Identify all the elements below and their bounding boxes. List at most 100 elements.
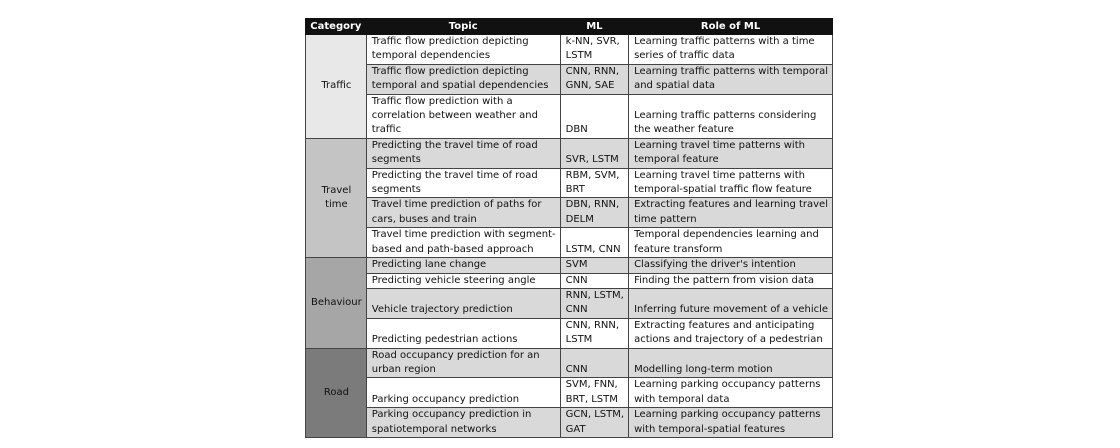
role-cell: Classifying the driver's intention <box>628 257 834 274</box>
role-cell: Finding the pattern from vision data <box>628 272 834 289</box>
header-cell: ML <box>559 18 630 35</box>
text-line: Predicting the travel time of road <box>371 169 538 181</box>
text-line: with temporal data <box>634 393 730 405</box>
text-line: GAT <box>565 423 586 435</box>
header-row: Category Topic ML Role of ML <box>305 18 834 35</box>
topic-cell: Predicting lane change <box>365 257 561 274</box>
text-line: GNN, SAE <box>565 80 615 92</box>
text-line: GCN, LSTM, <box>565 409 625 421</box>
text-line: CNN, RNN, <box>565 65 620 77</box>
text-line: CNN <box>565 363 588 375</box>
text-line: Learning travel time patterns with <box>634 139 805 151</box>
text-line: Modelling long-term motion <box>634 363 773 375</box>
text-line: SVR, LSTM <box>565 154 619 166</box>
topic-cell: Road occupancy prediction for an urban re… <box>365 347 561 379</box>
text-line: Learning travel time patterns with <box>634 169 805 181</box>
topic-cell: Parking occupancy prediction <box>365 377 561 409</box>
text-line: segments <box>371 154 421 166</box>
text-line: Learning parking occupancy patterns <box>634 379 821 391</box>
text-line: temporal and spatial dependencies <box>371 80 549 92</box>
ml-cell: CNN <box>559 347 630 379</box>
topic-cell: Parking occupancy prediction in spatiotem… <box>365 407 561 438</box>
text-line: DBN <box>565 124 588 136</box>
topic-cell: Traffic flow prediction with a correlatio… <box>365 93 561 139</box>
text-line: Learning parking occupancy patterns <box>634 409 821 421</box>
table-row: Road Road occupancy prediction for an urba… <box>305 347 834 438</box>
table-row: Travel time prediction with segment-base… <box>306 227 834 259</box>
text-line: actions and trajectory of a pedestrian <box>634 334 823 346</box>
topic-cell: Predicting vehicle steering angle <box>365 272 561 289</box>
text-line: series of traffic data <box>634 50 735 62</box>
role-cell: Inferring future movement of a vehicle <box>628 287 834 319</box>
topic-cell: Traffic flow prediction depicting tempora… <box>365 63 561 95</box>
text-line: based and path-based approach <box>371 243 534 255</box>
text-line: Travel <box>321 184 352 196</box>
text-line: SVM <box>565 259 588 271</box>
topic-cell: Travel time prediction with segment-base… <box>365 227 561 259</box>
topic-cell: Travel time prediction of paths for cars,… <box>365 197 561 229</box>
text-line: LSTM <box>565 50 593 62</box>
text-line: Parking occupancy prediction <box>371 393 520 405</box>
text-line: RBM, SVM, <box>565 169 620 181</box>
text-line: Learning traffic patterns with temporal <box>634 65 828 77</box>
text-line: Finding the pattern from vision data <box>634 274 814 286</box>
topic-cell: Predicting the travel time of road segmen… <box>365 167 561 199</box>
text-line: Traffic flow prediction with a <box>371 95 513 107</box>
ml-cell: GCN, LSTM, GAT <box>559 407 630 438</box>
ml-cell: k-NN, SVR, LSTM <box>559 34 630 65</box>
table-row: Traffic Traffic flow prediction depicting… <box>305 34 834 139</box>
category-cell: Behaviour <box>305 257 367 349</box>
ml-cell: CNN <box>559 272 630 289</box>
text-line: Traffic flow prediction depicting <box>371 36 529 47</box>
ml-cell: RNN, LSTM, CNN <box>559 287 630 319</box>
ml-cell: CNN, RNN, GNN, SAE <box>559 63 630 95</box>
text-line: and spatial data <box>634 80 716 92</box>
table-row: Behaviour Predicting lane change SVM Classi… <box>305 257 834 349</box>
document: Category Topic ML Role of ML Traffic Traffic… <box>305 18 834 438</box>
table-row: Parking occupancy prediction in spatiotem… <box>306 407 834 438</box>
role-cell: Learning traffic patterns considering the… <box>628 93 834 139</box>
header-cell: Topic <box>365 18 561 35</box>
table-row: Traffic flow prediction depicting tempora… <box>306 63 834 95</box>
text-line: feature transform <box>634 243 723 255</box>
table-row: Travel time Predicting the travel time of … <box>305 137 834 259</box>
text-line: DBN, RNN, <box>565 199 620 211</box>
text-line: CNN <box>565 304 588 316</box>
text-line: cars, buses and train <box>371 213 477 225</box>
role-cell: Extracting features and learning travel t… <box>628 197 834 229</box>
text-line: Classifying the driver's intention <box>634 259 796 271</box>
text-line: LSTM <box>565 334 593 346</box>
ml-cell: SVR, LSTM <box>559 137 630 169</box>
role-cell: Learning traffic patterns with a time ser… <box>628 34 834 65</box>
text-line: temporal-spatial traffic flow feature <box>634 184 812 196</box>
text-line: with temporal-spatial features <box>634 423 786 435</box>
topic-cell: Traffic flow prediction depicting tempora… <box>365 34 561 65</box>
category-cell: Travel time <box>305 137 367 259</box>
text-line: time <box>325 198 348 210</box>
header-cell: Role of ML <box>628 18 834 35</box>
text-line: Behaviour <box>311 296 362 308</box>
role-cell: Extracting features and anticipating acti… <box>628 317 834 349</box>
text-line: Predicting the travel time of road <box>371 139 538 151</box>
ml-cell: RBM, SVM, BRT <box>559 167 630 199</box>
text-line: Predicting pedestrian actions <box>371 334 518 346</box>
text-line: SVM, FNN, <box>565 379 618 391</box>
topic-cell: Predicting pedestrian actions <box>365 317 561 349</box>
text-line: segments <box>371 184 421 196</box>
text-line: Vehicle trajectory prediction <box>371 304 513 316</box>
text-line: Parking occupancy prediction in <box>371 409 532 421</box>
ml-cell: DBN <box>559 93 630 139</box>
text-line: BRT, LSTM <box>565 393 618 405</box>
text-line: Road <box>323 386 349 398</box>
text-line: Learning traffic patterns considering <box>634 110 817 122</box>
ml-cell: DBN, RNN, DELM <box>559 197 630 229</box>
role-cell: Learning travel time patterns with tempor… <box>628 167 834 199</box>
text-line: time pattern <box>634 213 697 225</box>
table-row: Parking occupancy prediction SVM, FNN, BRT… <box>306 377 834 409</box>
text-line: CNN, RNN, <box>565 319 620 331</box>
text-line: Inferring future movement of a vehicle <box>634 304 829 316</box>
role-cell: Learning parking occupancy patterns with … <box>628 377 834 409</box>
topic-cell: Vehicle trajectory prediction <box>365 287 561 319</box>
ml-cell: LSTM, CNN <box>559 227 630 259</box>
text-line: BRT <box>565 184 585 196</box>
